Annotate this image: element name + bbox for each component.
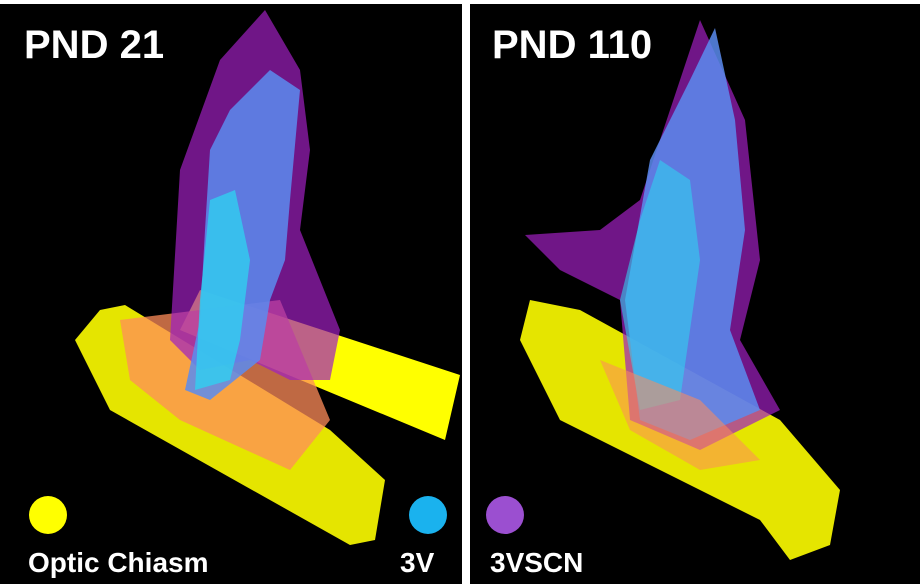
legend-swatch [486, 496, 524, 534]
legend-label: Optic Chiasm [28, 547, 208, 578]
legend-swatch [29, 496, 67, 534]
figure: PND 21 PND 110 Optic Chiasm 3V 3VSCN [0, 0, 920, 584]
legend-swatch [409, 496, 447, 534]
legend-label: 3V [400, 547, 435, 578]
legend-label: 3VSCN [490, 547, 583, 578]
panel-label: PND 110 [492, 23, 652, 67]
panel-label: PND 21 [24, 23, 164, 67]
